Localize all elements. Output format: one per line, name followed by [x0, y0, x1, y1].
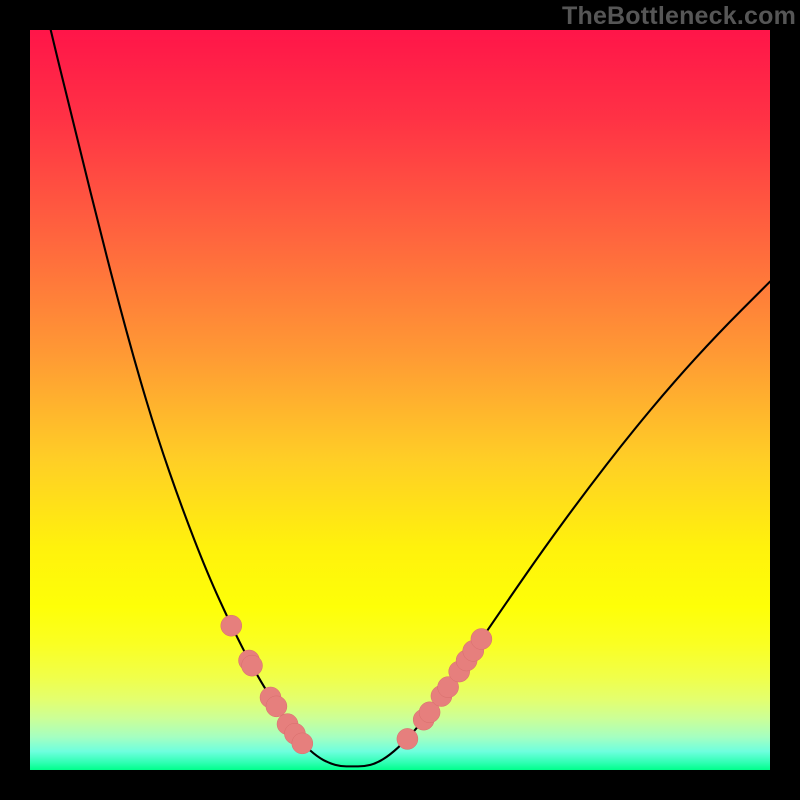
data-marker [266, 696, 287, 717]
data-marker [397, 728, 418, 749]
chart-svg [30, 30, 770, 770]
data-marker [292, 733, 313, 754]
data-marker [221, 615, 242, 636]
data-marker [242, 655, 263, 676]
plot-area [30, 30, 770, 770]
watermark-text: TheBottleneck.com [562, 2, 796, 31]
data-marker [471, 629, 492, 650]
